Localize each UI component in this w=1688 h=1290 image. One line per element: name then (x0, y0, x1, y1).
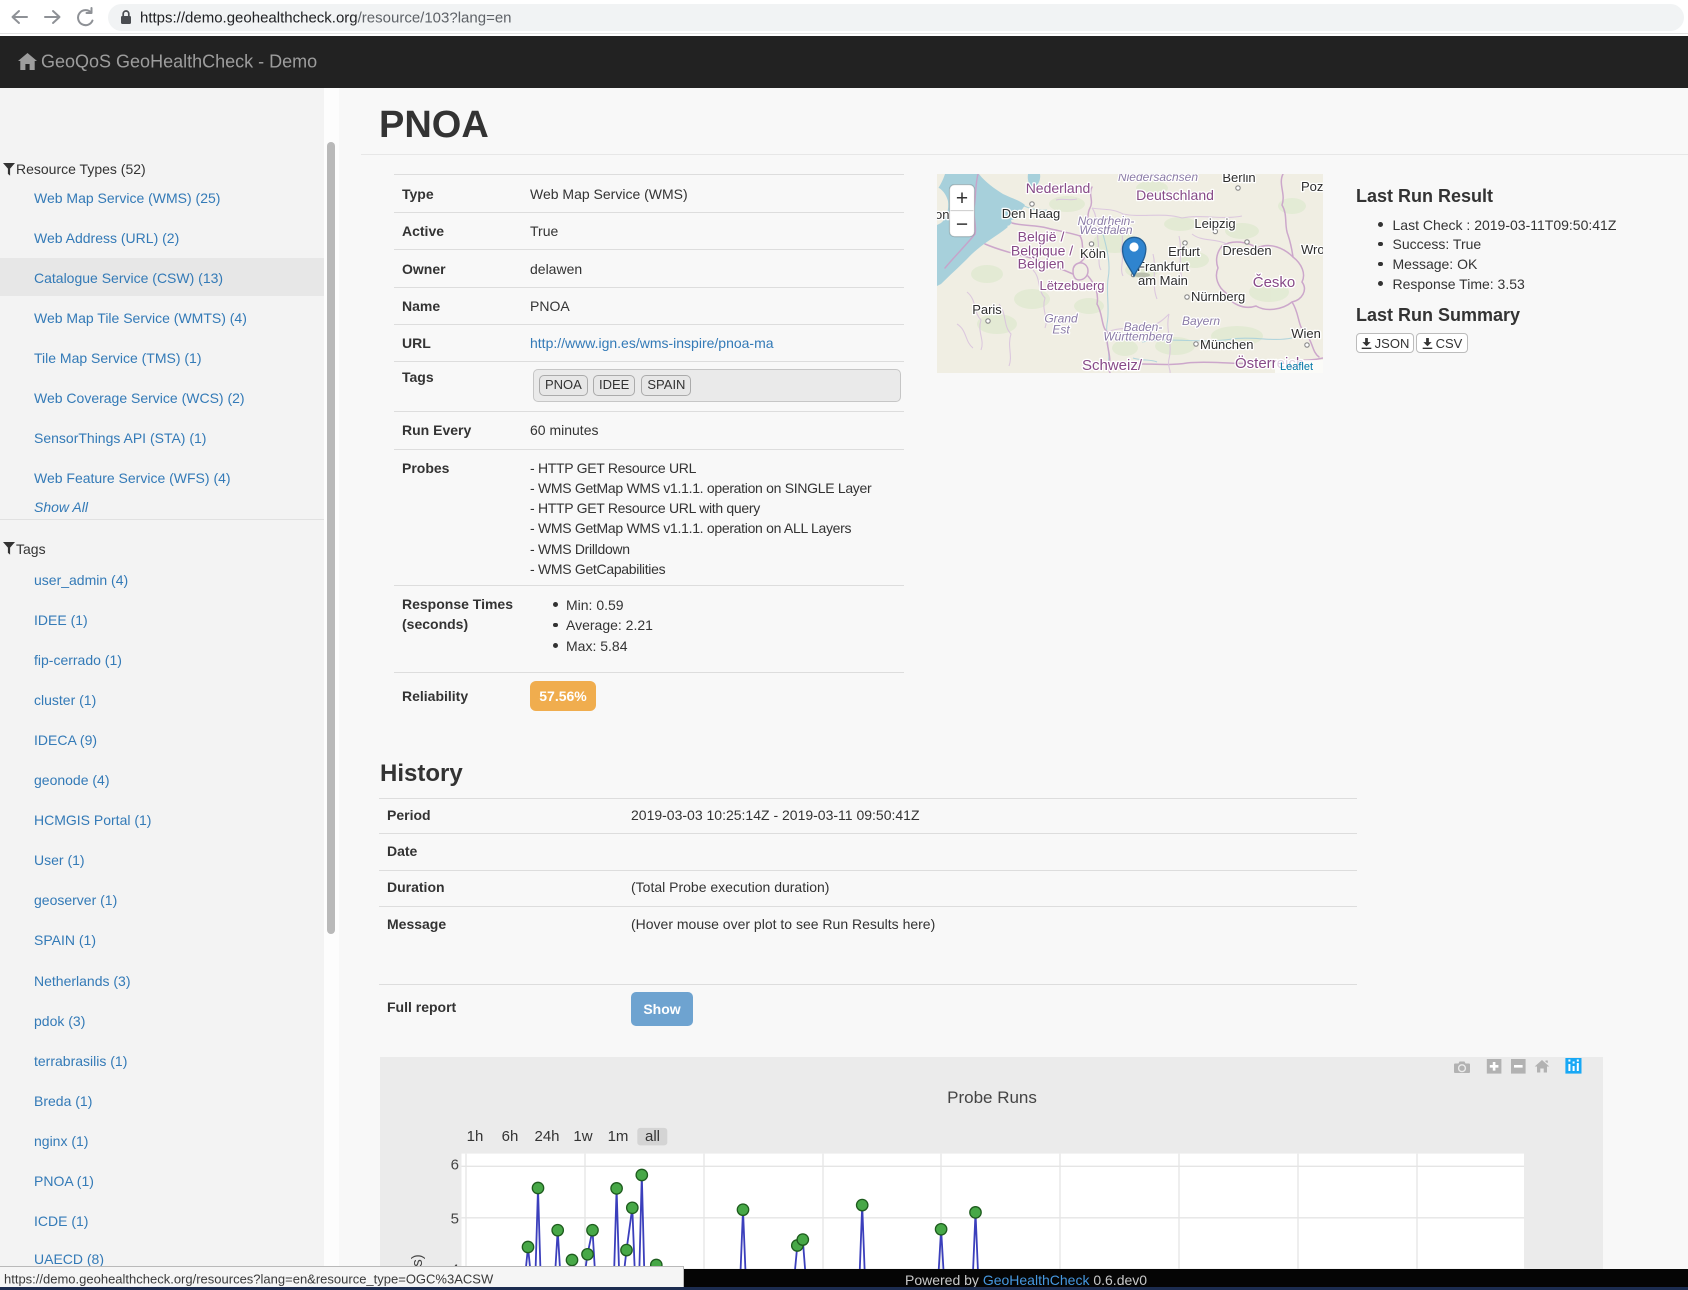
svg-text:1h: 1h (467, 1128, 484, 1145)
svg-text:Est: Est (1052, 323, 1070, 337)
svg-text:Westfalen: Westfalen (1079, 223, 1132, 237)
svg-text:Belgique /: Belgique / (1011, 243, 1073, 259)
svg-text:Leipzig: Leipzig (1194, 216, 1235, 231)
svg-text:Grand: Grand (1044, 312, 1078, 326)
svg-text:München: München (1200, 337, 1253, 352)
svg-text:Berlin: Berlin (1222, 174, 1255, 185)
svg-text:Wroc: Wroc (1301, 242, 1323, 257)
svg-text:Paris: Paris (972, 302, 1002, 317)
svg-text:Den Haag: Den Haag (1002, 206, 1061, 221)
svg-text:Česko: Česko (1253, 274, 1296, 291)
svg-text:Nürnberg: Nürnberg (1191, 289, 1245, 304)
svg-text:Schweiz/: Schweiz/ (1082, 357, 1143, 373)
svg-text:am Main: am Main (1138, 273, 1188, 288)
svg-text:1m: 1m (608, 1128, 629, 1145)
svg-text:Leaflet: Leaflet (1280, 361, 1313, 373)
svg-text:Wien: Wien (1291, 326, 1321, 341)
svg-text:24h: 24h (534, 1128, 559, 1145)
svg-text:Lëtzebuerg: Lëtzebuerg (1039, 278, 1104, 293)
svg-text:Köln: Köln (1080, 246, 1106, 261)
svg-text:Deutschland: Deutschland (1136, 187, 1214, 203)
svg-text:Württemberg: Württemberg (1103, 330, 1173, 344)
svg-text:Nederland: Nederland (1026, 180, 1091, 196)
svg-text:5: 5 (451, 1211, 459, 1228)
svg-text:1w: 1w (573, 1128, 592, 1145)
svg-text:Bayern: Bayern (1182, 314, 1220, 328)
svg-text:Frankfurt: Frankfurt (1137, 259, 1189, 274)
svg-text:Erfurt: Erfurt (1168, 244, 1200, 259)
svg-text:Nordrhein-: Nordrhein- (1078, 214, 1135, 228)
svg-text:Pozn: Pozn (1301, 179, 1323, 194)
svg-text:6: 6 (451, 1157, 459, 1174)
svg-text:Belgien: Belgien (1018, 256, 1065, 272)
svg-text:Dresden: Dresden (1222, 243, 1271, 258)
svg-text:−: − (956, 213, 968, 236)
svg-text:6h: 6h (502, 1128, 519, 1145)
svg-text:België /: België / (1018, 229, 1065, 245)
svg-text:Baden-: Baden- (1124, 320, 1163, 334)
svg-text:+: + (956, 187, 968, 210)
svg-text:on: on (937, 207, 949, 222)
svg-text:Probe Runs: Probe Runs (947, 1088, 1037, 1107)
svg-text:Niedersachsen: Niedersachsen (1118, 174, 1198, 184)
svg-text:all: all (645, 1128, 660, 1145)
